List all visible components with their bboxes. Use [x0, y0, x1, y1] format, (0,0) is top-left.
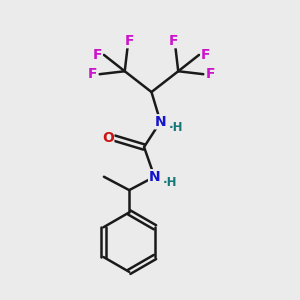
Text: ·H: ·H — [169, 121, 183, 134]
Text: N: N — [154, 115, 166, 129]
Text: F: F — [201, 48, 210, 62]
Text: F: F — [169, 34, 178, 48]
Text: F: F — [88, 67, 98, 81]
Text: ·H: ·H — [163, 176, 177, 189]
Text: F: F — [93, 48, 102, 62]
Text: O: O — [102, 131, 114, 145]
Text: N: N — [148, 170, 160, 184]
Text: F: F — [124, 34, 134, 48]
Text: F: F — [205, 67, 215, 81]
